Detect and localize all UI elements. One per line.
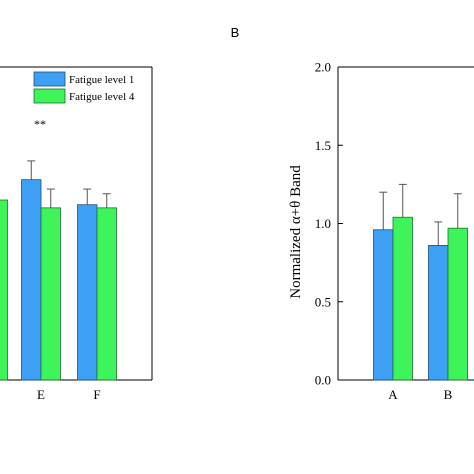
left-x-tick-label-F: F	[93, 387, 100, 402]
right-x-tick-label-B: B	[444, 387, 453, 402]
right-y-ticks: 0.0 0.5 1.0 1.5 2.0	[315, 60, 343, 388]
left-bar-E-series-2	[40, 207, 61, 381]
right-y-tick-label-1: 0.5	[315, 294, 331, 309]
right-y-axis-label: Normalized α+θ Band	[288, 165, 304, 299]
right-y-tick-label-4: 2.0	[315, 60, 331, 75]
legend: Fatigue level 1 Fatigue level 4	[33, 71, 135, 104]
right-y-tick-label-3: 1.5	[315, 138, 331, 153]
legend-label-series-1: Fatigue level 1	[69, 74, 134, 86]
right-bar-B-series-2	[447, 227, 468, 381]
right-y-tick-label-0: 0.0	[315, 373, 331, 388]
significance-annotation: **	[34, 117, 46, 131]
left-bar-E-series-1	[21, 179, 42, 381]
left-x-tick-label-E: E	[37, 387, 45, 402]
left-bars	[0, 160, 117, 381]
legend-swatch-series-2	[33, 88, 66, 104]
left-bar-c0-series-2	[0, 199, 8, 381]
legend-swatch-series-1	[33, 71, 66, 87]
legend-label-series-2: Fatigue level 4	[69, 91, 135, 103]
left-bar-F-series-1	[77, 204, 98, 381]
right-bars	[373, 183, 468, 381]
right-bar-A-series-1	[373, 229, 394, 381]
right-x-tick-label-A: A	[388, 387, 398, 402]
left-bar-F-series-2	[96, 207, 117, 381]
panel-label-b: B	[231, 25, 240, 40]
right-bar-A-series-2	[392, 216, 413, 381]
right-y-tick-label-2: 1.0	[315, 216, 331, 231]
right-bar-B-series-1	[428, 245, 449, 381]
